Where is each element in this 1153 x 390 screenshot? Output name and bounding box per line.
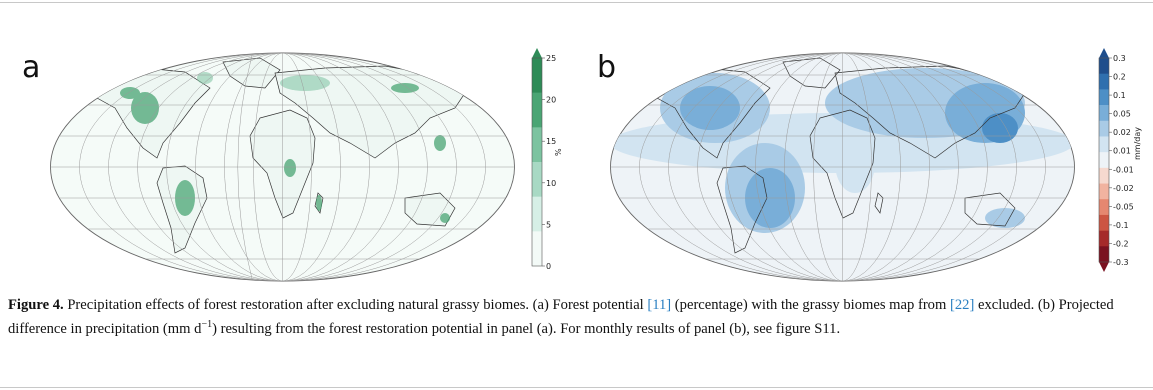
colorbar-tick-label: 20 [546,96,556,105]
map-panel-a [50,52,515,282]
colorbar-segment [532,162,542,197]
colorbar-tick-label: -0.01 [1113,165,1134,174]
colorbar-tick-label: -0.3 [1113,258,1129,267]
colorbar-segment [1099,199,1109,216]
colorbar-segment [1099,167,1109,184]
caption-text-1: Precipitation effects of forest restorat… [63,297,648,313]
panel-b-letter: b [597,50,617,85]
colorbar-segment [1099,89,1109,106]
colorbar-tick-label: 0.2 [1113,73,1126,82]
colorbar-segment [1099,136,1109,153]
colorbar-tick-label: 0.3 [1113,54,1126,63]
colorbar-tick-label: 15 [546,137,556,146]
colorbar-b-unit: mm/day [1133,127,1142,160]
colorbar-segment [1099,105,1109,122]
figure-caption: Figure 4. Precipitation effects of fores… [8,296,1143,339]
colorbar-tick-label: 0 [546,262,551,271]
colorbar-tick-label: 10 [546,179,556,188]
colorbar-tick-label: 5 [546,220,551,229]
colorbar-segment [1099,214,1109,231]
colorbar-a-unit: % [554,148,563,156]
colorbar-tick-label: 0.02 [1113,128,1131,137]
colorbar-tick-label: 0.1 [1113,91,1126,100]
colorbar-segment [1099,73,1109,90]
colorbar-segment [532,127,542,163]
colorbar-tick-label: -0.2 [1113,239,1129,248]
caption-text-2: (percentage) with the grassy biomes map … [671,297,950,313]
colorbar-tick-label: -0.02 [1113,184,1134,193]
colorbar-tick-label: 0.05 [1113,110,1131,119]
caption-ref-22[interactable]: [22] [949,297,975,313]
colorbar-b-extend-top [1099,48,1109,58]
colorbar-segment [1099,120,1109,137]
colorbar-a-extend [532,48,542,58]
colorbar-segment [1099,152,1109,169]
colorbar-tick-label: 25 [546,54,556,63]
bottom-rule [0,387,1153,388]
colorbar-segment [1099,58,1109,74]
colorbar-segment [532,196,542,232]
colorbar-tick-label: 0.01 [1113,147,1131,156]
caption-text-3: excluded. (b) Projected difference in pr… [8,297,1114,337]
colorbar-b: 0.3 0.2 0.1 0.05 0.02 0.01 -0.01 -0.02 -0.05 -0.1… [1098,48,1142,272]
colorbar-segment [532,92,542,128]
caption-text-4: ) resulting from the forest restoration … [212,320,841,337]
colorbar-b-extend-bottom [1099,262,1109,272]
colorbar-a: 25 20 15 10 5 0 % [531,48,563,271]
colorbar-tick-label: -0.05 [1113,202,1134,211]
colorbar-segment [532,231,542,267]
colorbar-segment [1099,183,1109,200]
colorbar-segment [1099,246,1109,263]
map-panel-b [610,52,1075,282]
colorbar-tick-label: -0.1 [1113,221,1129,230]
caption-superscript: −1 [201,319,213,330]
colorbar-segment [532,58,542,93]
panel-a-letter: a [22,50,41,85]
top-rule [0,2,1153,3]
caption-label: Figure 4. [8,297,64,313]
colorbar-segment [1099,230,1109,247]
caption-ref-11[interactable]: [11] [647,297,672,313]
